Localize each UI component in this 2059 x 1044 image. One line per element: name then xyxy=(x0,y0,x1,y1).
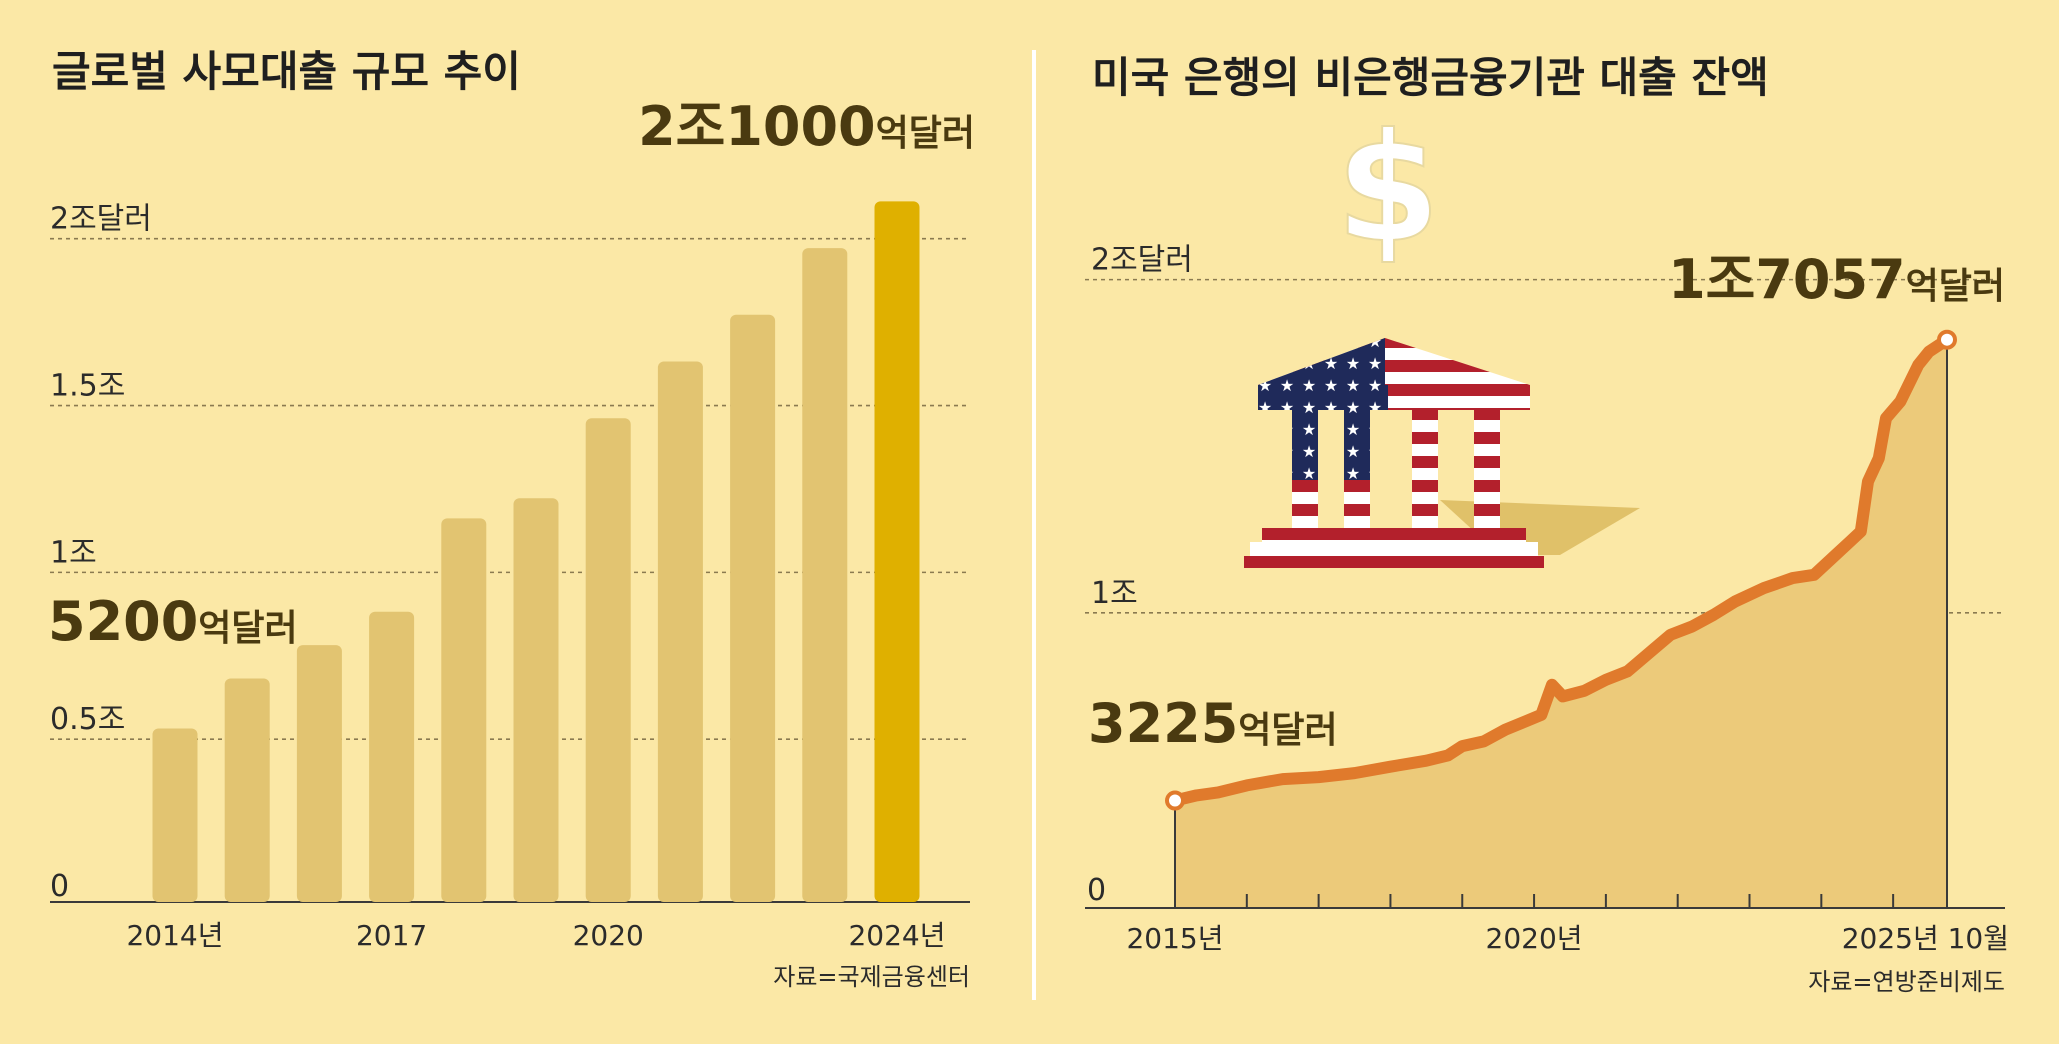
right-y-tick-label: 1조 xyxy=(1091,576,1138,611)
svg-text:$: $ xyxy=(1336,102,1440,276)
bar-2015 xyxy=(224,678,270,902)
bar-2021 xyxy=(657,361,703,902)
right-gridlines: 0 1조 2조달러 xyxy=(1085,243,2005,908)
right-x-tick-label: 2015년 xyxy=(1126,922,1223,955)
bar-2022 xyxy=(730,314,776,902)
bar-2017 xyxy=(369,611,415,902)
left-y-tick-label: 2조달러 xyxy=(50,202,152,237)
left-chart-panel: 글로벌 사모대출 규모 추이 0 0.5조 1조 1.5조 2조달러 2014년 2017… xyxy=(48,47,975,991)
bar-2016 xyxy=(296,645,342,902)
bank-building-icon: ★ xyxy=(1244,338,1640,568)
dollar-sign-icon: $ xyxy=(1335,101,1441,277)
start-point xyxy=(1165,790,1185,811)
end-point xyxy=(1937,329,1957,350)
left-y-tick-label: 0 xyxy=(50,869,69,904)
left-x-tick-label: 2017 xyxy=(356,919,427,952)
left-bars xyxy=(152,201,920,902)
right-x-axis: 2015년 2020년 2025년 10월 xyxy=(1085,894,2009,955)
left-source: 자료=국제금융센터 xyxy=(773,963,970,991)
bar-2020 xyxy=(585,418,631,902)
right-data-label: 3225억달러 xyxy=(1088,692,1338,755)
series-line xyxy=(1169,333,1953,807)
left-x-tick-label: 2014년 xyxy=(126,919,223,952)
right-y-tick-label: 2조달러 xyxy=(1091,243,1193,278)
left-x-axis: 2014년 2017 2020 2024년 xyxy=(126,919,945,952)
left-x-tick-label: 2020 xyxy=(573,919,644,952)
right-y-tick-label: 0 xyxy=(1087,873,1106,908)
right-x-tick-label: 2025년 10월 xyxy=(1842,922,2009,955)
right-chart-title: 미국 은행의 비은행금융기관 대출 잔액 xyxy=(1092,53,1769,102)
right-x-tick-label: 2020년 xyxy=(1486,922,1583,955)
left-x-tick-label: 2024년 xyxy=(848,919,945,952)
bar-2023 xyxy=(802,248,848,902)
left-y-tick-label: 0.5조 xyxy=(50,702,125,737)
right-data-label: 1조7057억달러 xyxy=(1668,248,2005,311)
left-data-label: 5200억달러 xyxy=(48,590,298,653)
right-source: 자료=연방준비제도 xyxy=(1808,968,2005,996)
left-data-label: 2조1000억달러 xyxy=(638,95,975,158)
bar-2019 xyxy=(513,498,559,902)
left-y-tick-label: 1.5조 xyxy=(50,369,125,404)
left-chart-title: 글로벌 사모대출 규모 추이 xyxy=(52,47,521,96)
left-y-tick-label: 1조 xyxy=(50,535,97,570)
right-area-series xyxy=(1165,329,1957,908)
bar-2014 xyxy=(152,728,198,902)
bar-2018 xyxy=(441,518,487,902)
bar-2024 xyxy=(874,201,920,902)
area-fill xyxy=(1175,339,1947,908)
right-annotations: 3225억달러 1조7057억달러 xyxy=(1088,248,2005,755)
left-annotations: 5200억달러 2조1000억달러 xyxy=(48,95,975,653)
